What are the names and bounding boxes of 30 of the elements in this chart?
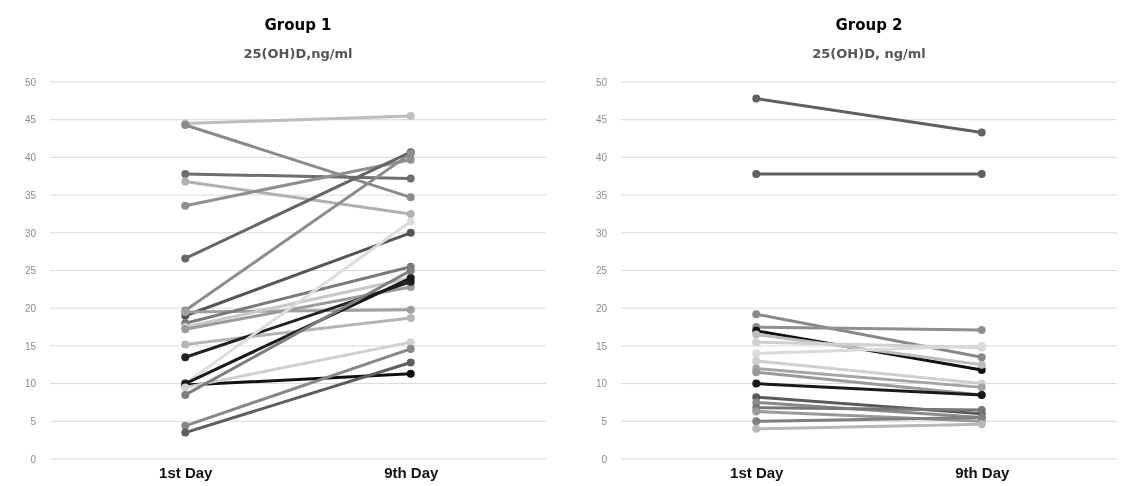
y-tick-label: 35: [595, 189, 608, 201]
y-tick-label: 45: [595, 114, 608, 126]
y-tick-label: 5: [601, 416, 608, 427]
y-tick-label: 10: [595, 378, 608, 390]
y-tick-label: 35: [24, 189, 37, 201]
y-tick-label: 20: [24, 302, 37, 314]
chart-subtitle: 25(OH)D,ng/ml: [243, 46, 353, 61]
y-tick-label: 15: [595, 340, 608, 352]
chart-title: Group 2: [835, 16, 903, 34]
y-tick-label: 50: [24, 76, 37, 88]
x-tick-label: 1st Day: [159, 463, 214, 481]
y-tick-label: 0: [601, 453, 608, 465]
chart-subtitle: 25(OH)D, ng/ml: [812, 46, 926, 61]
y-tick-label: 30: [595, 227, 608, 239]
x-tick-label: 9th Day: [384, 463, 439, 481]
y-tick-label: 0: [30, 453, 37, 465]
y-tick-label: 20: [595, 302, 608, 314]
y-tick-label: 25: [595, 265, 608, 277]
y-tick-label: 40: [595, 152, 608, 164]
y-tick-label: 50: [595, 76, 608, 88]
y-tick-label: 30: [24, 227, 37, 239]
y-tick-label: 25: [24, 265, 37, 277]
y-tick-label: 5: [30, 416, 37, 427]
y-tick-label: 40: [24, 152, 37, 164]
x-tick-label: 9th Day: [955, 463, 1010, 481]
x-tick-label: 1st Day: [730, 463, 785, 481]
y-tick-label: 10: [24, 378, 37, 390]
y-tick-label: 45: [24, 114, 37, 126]
chart-title: Group 1: [264, 16, 332, 34]
y-tick-label: 15: [24, 340, 37, 352]
